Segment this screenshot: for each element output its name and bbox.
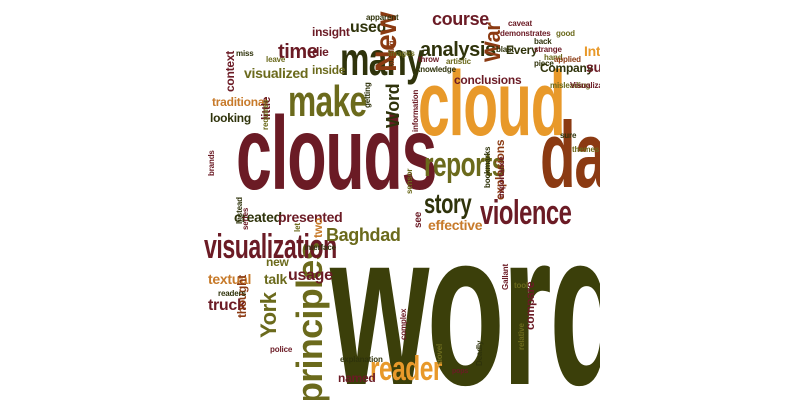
cloud-word: strange: [534, 45, 562, 54]
cloud-word: looking: [210, 111, 251, 125]
cloud-word: police: [270, 345, 293, 354]
cloud-word: tool: [514, 281, 529, 290]
cloud-word: Baghdad: [326, 225, 401, 245]
cloud-word: conclusions: [454, 73, 522, 87]
cloud-word: new: [266, 255, 289, 269]
cloud-word: talk: [264, 271, 288, 287]
cloud-word: themes: [572, 145, 600, 154]
cloud-word: information: [411, 89, 420, 132]
cloud-word: good: [556, 29, 575, 38]
cloud-word: sure: [560, 131, 577, 140]
cloud-word: hand: [544, 53, 563, 62]
cloud-word: let: [293, 223, 302, 232]
cloud-word: course: [432, 9, 489, 29]
cloud-word: bookmarks: [483, 146, 492, 188]
cloud-word: analysis: [420, 39, 496, 61]
cloud-word: story: [424, 188, 472, 219]
cloud-word: applied: [554, 55, 581, 64]
cloud-word: insight: [312, 25, 350, 39]
cloud-word: time: [278, 41, 318, 63]
cloud-word: relative: [517, 323, 526, 350]
cloud-word: see: [413, 211, 424, 228]
cloud-word: two: [311, 218, 325, 238]
cloud-word: complex: [399, 308, 408, 340]
cloud-word: Visualization: [570, 81, 600, 90]
cloud-word: blast: [496, 45, 514, 54]
cloud-word: requires: [261, 99, 270, 130]
cloud-word: used: [350, 19, 387, 36]
cloud-word: data: [540, 102, 600, 207]
cloud-word: importance: [497, 156, 506, 198]
cloud-word: Instead: [235, 197, 244, 224]
cloud-word: piece: [534, 59, 554, 68]
cloud-word: textual: [208, 271, 252, 287]
cloud-word: novel: [435, 343, 444, 364]
cloud-word: inside: [312, 63, 346, 77]
cloud-word: presented: [278, 209, 343, 225]
cloud-word: many: [340, 33, 425, 85]
cloud-word: context: [223, 51, 237, 92]
cloud-word: artistic: [446, 57, 471, 66]
cloud-word: leave: [266, 55, 286, 64]
cloud-word: visualized: [244, 65, 309, 81]
cloud-word: reports: [424, 146, 505, 184]
cloud-word: misleading: [550, 81, 591, 90]
cloud-word: clouds: [236, 96, 437, 212]
cloud-word: explanation: [340, 355, 383, 364]
cloud-word: back: [534, 37, 552, 46]
cloud-word: reader: [370, 350, 442, 388]
cloud-word: named: [338, 371, 376, 385]
cloud-word: brands: [207, 150, 216, 176]
cloud-word: subj: [586, 59, 600, 75]
cloud-word: effective: [428, 217, 483, 233]
cloud-word: cloud: [418, 53, 566, 155]
cloud-word: usage: [288, 267, 333, 284]
cloud-word: Every: [506, 43, 538, 57]
cloud-word: Company: [540, 61, 593, 75]
cloud-word: Inter: [584, 43, 600, 59]
cloud-word: throw: [418, 55, 439, 64]
cloud-word: make: [288, 77, 367, 126]
cloud-word: pops: [452, 368, 469, 375]
cloud-word: getting: [363, 82, 372, 108]
cloud-word: Deadly: [475, 340, 484, 366]
cloud-word: interface: [304, 243, 336, 252]
cloud-word: traditional: [212, 95, 268, 109]
cloud-word: violence: [480, 194, 572, 232]
cloud-word: die: [312, 45, 329, 59]
cloud-word: visualization: [204, 228, 337, 266]
cloud-word: knowledge: [416, 65, 456, 74]
cloud-word: apparent: [366, 13, 399, 22]
cloud-word: readers: [218, 289, 246, 298]
cloud-word: caveat: [508, 19, 532, 28]
cloud-word: York: [256, 292, 281, 338]
cloud-word: word: [330, 185, 600, 400]
cloud-word: miss: [236, 49, 254, 58]
cloud-word: created: [234, 209, 282, 225]
cloud-word: Word: [383, 83, 403, 128]
cloud-word: demonstrates: [500, 29, 551, 38]
cloud-word: images: [388, 49, 415, 58]
cloud-word: Gallant: [501, 264, 510, 290]
cloud-word: truck: [208, 297, 246, 314]
cloud-word: sensor: [405, 168, 414, 194]
word-cloud: word clouds cloud data make many reports…: [200, 0, 600, 400]
